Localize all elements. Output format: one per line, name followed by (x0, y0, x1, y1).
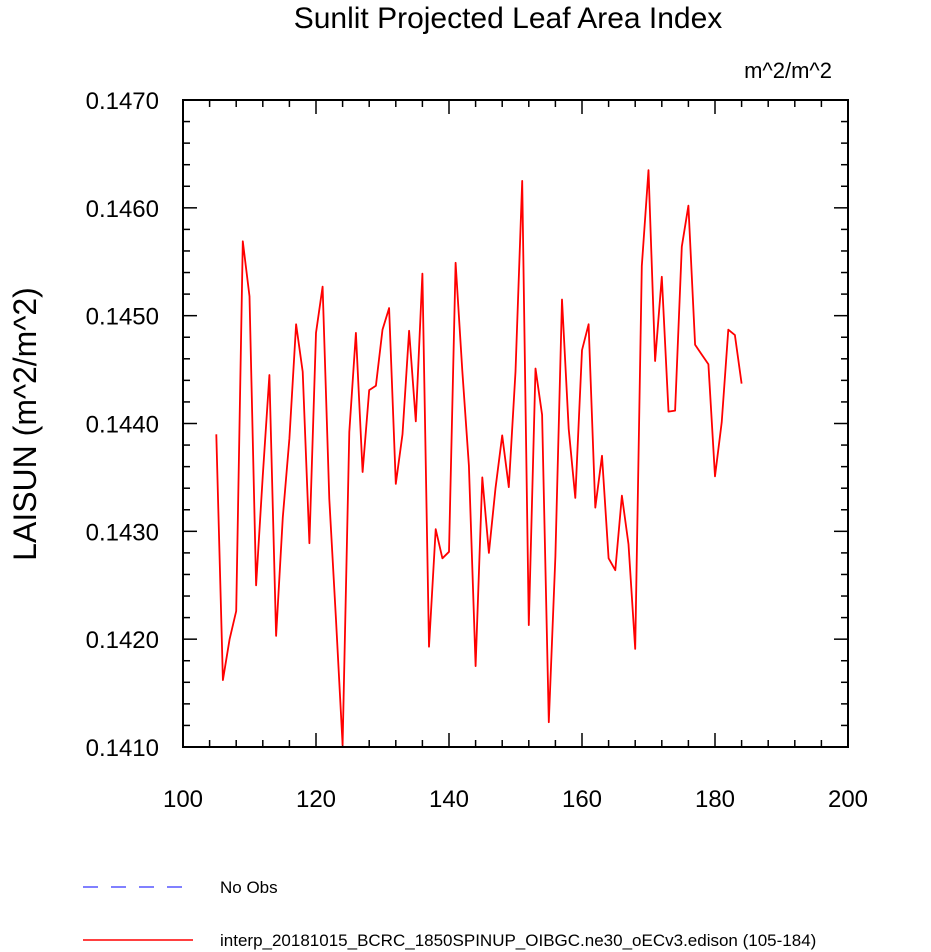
y-tick-label: 0.1420 (86, 627, 159, 654)
y-tick-label: 0.1450 (86, 304, 159, 331)
x-tick-label: 160 (562, 786, 602, 813)
x-tick-label: 120 (296, 786, 336, 813)
chart-title: Sunlit Projected Leaf Area Index (294, 2, 723, 35)
units-label: m^2/m^2 (744, 58, 832, 83)
legend: No Obs interp_20181015_BCRC_1850SPINUP_O… (83, 878, 816, 950)
x-tick-label: 140 (429, 786, 469, 813)
y-tick-label: 0.1410 (86, 735, 159, 762)
y-tick-label: 0.1440 (86, 412, 159, 439)
series-lines (215, 169, 743, 746)
x-tick-label: 200 (828, 786, 868, 813)
x-tick-label: 180 (695, 786, 735, 813)
y-tick-label: 0.1430 (86, 519, 159, 546)
axis-tick-labels: 100 120 140 160 180 200 0.1410 0.1420 0.1430 0.14… (86, 88, 868, 813)
y-axis-label: LAISUN (m^2/m^2) (7, 287, 43, 561)
x-tick-label: 100 (163, 786, 203, 813)
axis-ticks (182, 99, 849, 748)
y-tick-label: 0.1470 (86, 88, 159, 115)
series-line-0 (215, 169, 743, 746)
plot-frame (182, 99, 849, 748)
y-tick-label: 0.1460 (86, 196, 159, 223)
legend-label-model: interp_20181015_BCRC_1850SPINUP_OIBGC.ne… (220, 931, 816, 950)
legend-label-no-obs: No Obs (220, 878, 278, 897)
